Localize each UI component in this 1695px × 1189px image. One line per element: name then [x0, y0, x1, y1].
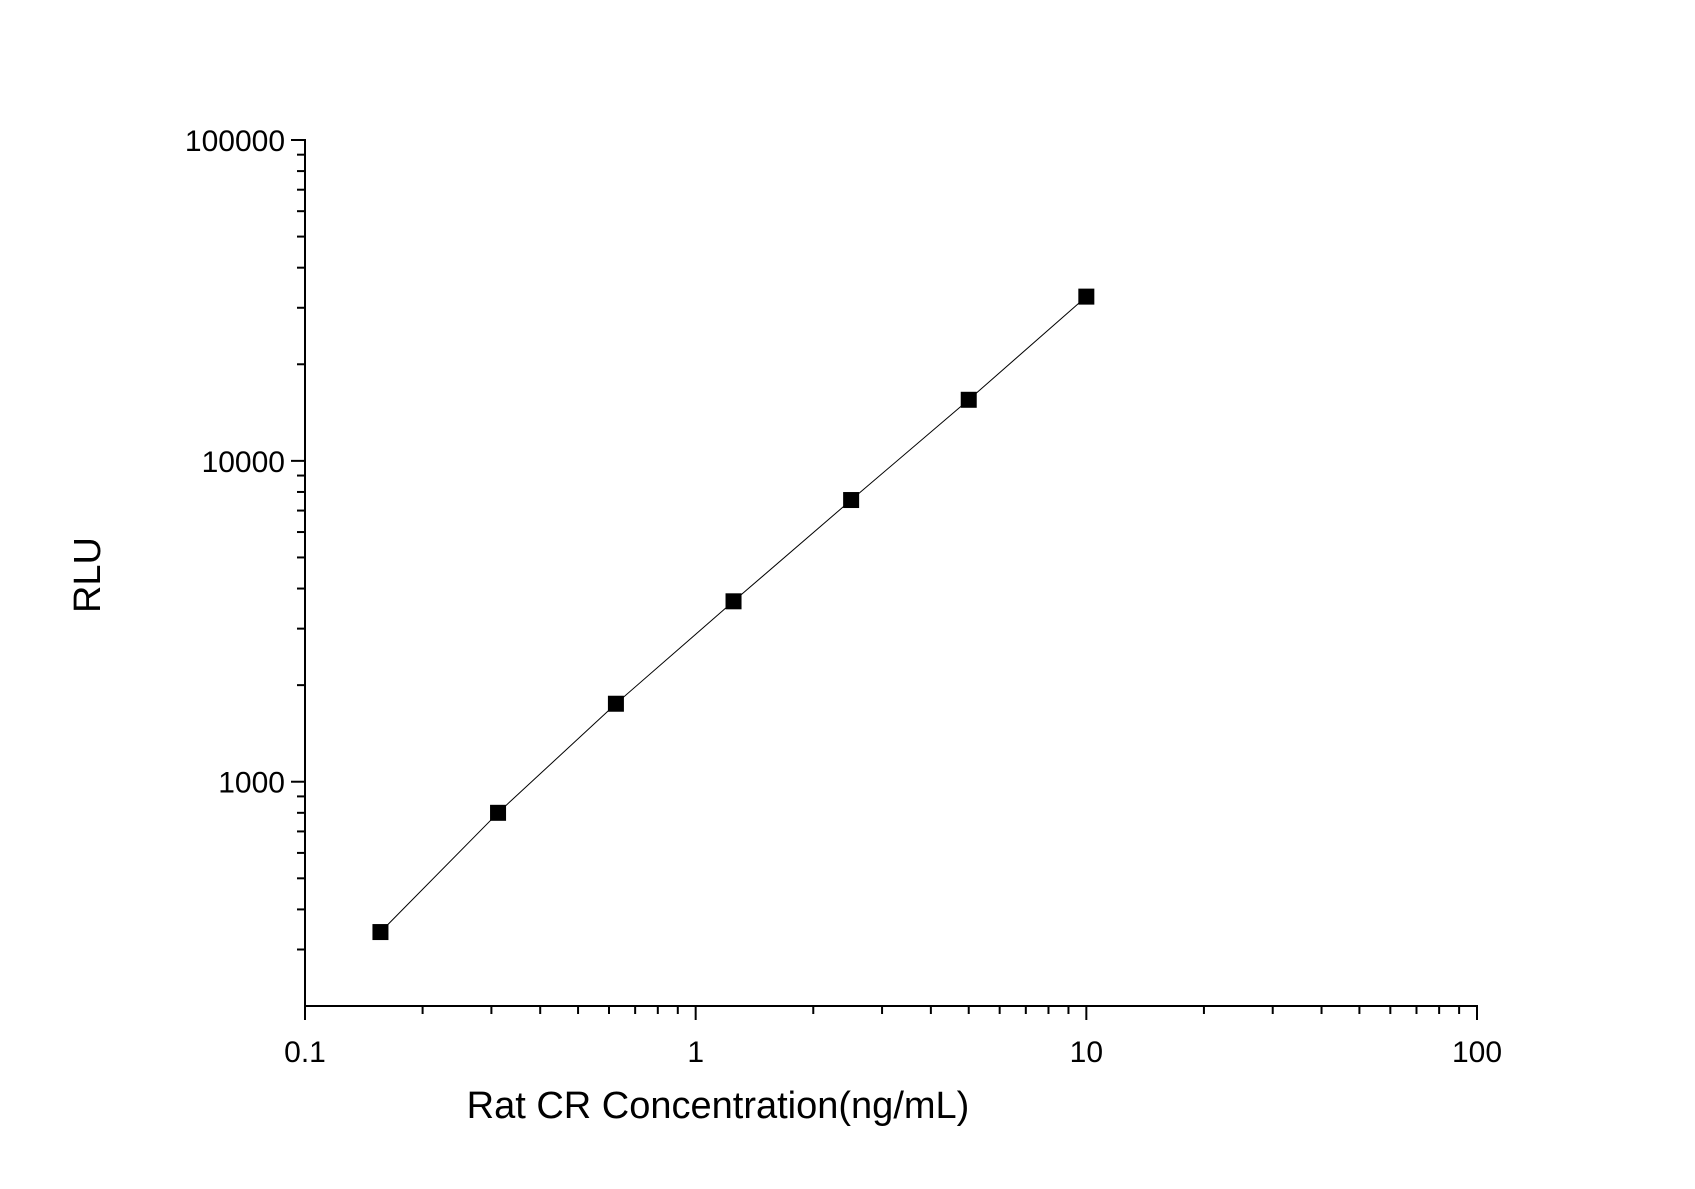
- x-axis-title: Rat CR Concentration(ng/mL): [467, 1085, 970, 1127]
- data-point: [372, 924, 389, 941]
- y-major-ticks: [291, 139, 305, 783]
- data-point: [607, 695, 624, 712]
- y-tick-label: 1000: [218, 767, 285, 800]
- data-point: [960, 391, 977, 408]
- y-minor-ticks: [297, 153, 305, 951]
- x-minor-ticks: [421, 1006, 1461, 1014]
- x-tick-label: 1: [687, 1036, 704, 1069]
- x-tick-label: 10: [1070, 1036, 1103, 1069]
- data-point: [843, 492, 860, 509]
- fit-line: [380, 296, 1087, 933]
- y-tick-label: 100000: [185, 125, 285, 158]
- data-point: [1078, 288, 1095, 305]
- data-points: [372, 288, 1095, 941]
- x-tick-label: 100: [1452, 1036, 1502, 1069]
- y-axis-title: RLU: [67, 537, 109, 613]
- data-point: [490, 804, 507, 821]
- x-major-ticks: [304, 1006, 1478, 1020]
- x-tick-labels: 0.1 1 10 100: [284, 1036, 1502, 1069]
- data-point: [725, 593, 742, 610]
- y-tick-label: 10000: [202, 446, 285, 479]
- y-tick-labels: 1000 10000 100000: [185, 125, 285, 800]
- x-tick-label: 0.1: [284, 1036, 326, 1069]
